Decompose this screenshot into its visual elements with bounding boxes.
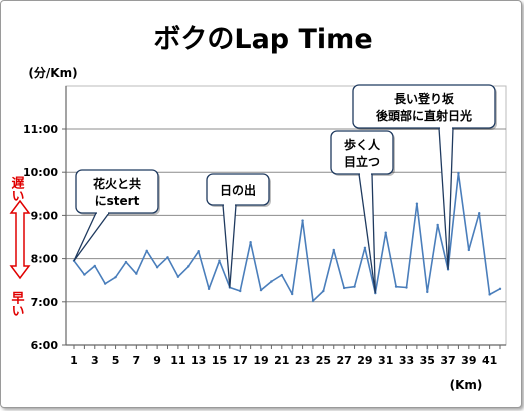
x-tick-label: 17 bbox=[233, 354, 248, 367]
data-point bbox=[93, 264, 96, 268]
data-point bbox=[218, 259, 221, 262]
data-point bbox=[467, 248, 471, 252]
data-point bbox=[83, 273, 86, 276]
data-point bbox=[207, 287, 211, 291]
y-tick-label: 7:00 bbox=[31, 296, 59, 309]
y-tick-label: 9:00 bbox=[31, 209, 59, 222]
x-tick-label: 21 bbox=[274, 354, 289, 367]
data-point bbox=[135, 272, 138, 275]
callout-text: 花火と共 bbox=[93, 176, 141, 191]
data-point bbox=[363, 246, 367, 249]
x-tick-label: 9 bbox=[153, 354, 161, 367]
callout: 日の出 bbox=[206, 173, 271, 288]
lap-time-line bbox=[73, 172, 501, 302]
data-point bbox=[342, 286, 346, 290]
data-point bbox=[239, 289, 242, 293]
data-point bbox=[478, 212, 481, 215]
callout-box bbox=[352, 84, 496, 129]
y-tick-label: 11:00 bbox=[23, 123, 58, 136]
callout-pointer bbox=[73, 212, 111, 262]
data-point bbox=[488, 293, 491, 296]
y-axis-label: (分/Km) bbox=[28, 65, 77, 80]
data-point bbox=[103, 282, 107, 285]
callout-box bbox=[75, 169, 159, 214]
data-point bbox=[197, 250, 200, 253]
data-point bbox=[457, 171, 460, 175]
x-tick-label: 15 bbox=[212, 354, 227, 367]
data-point bbox=[280, 273, 284, 277]
callout-pointer bbox=[358, 173, 376, 294]
callout-text: にstert bbox=[95, 194, 140, 208]
data-point bbox=[114, 275, 117, 279]
data-point bbox=[436, 223, 439, 227]
data-point bbox=[384, 231, 387, 234]
data-point bbox=[498, 287, 502, 291]
callout-text: 歩く人 bbox=[344, 137, 381, 152]
x-tick-label: 7 bbox=[133, 354, 141, 367]
x-tick-label: 35 bbox=[420, 354, 435, 367]
up-down-arrow bbox=[9, 199, 31, 280]
x-tick-label: 23 bbox=[295, 354, 310, 367]
data-point bbox=[259, 288, 263, 292]
y-tick-label: 8:00 bbox=[31, 253, 59, 266]
y-tick-label: 10:00 bbox=[23, 166, 58, 179]
x-axis-label: (Km) bbox=[450, 378, 483, 392]
data-point bbox=[405, 286, 408, 289]
x-tick-label: 33 bbox=[399, 354, 414, 367]
x-tick-label: 27 bbox=[336, 354, 351, 367]
data-point bbox=[176, 275, 180, 278]
callout-text: 目立つ bbox=[344, 154, 380, 169]
x-tick-label: 13 bbox=[191, 354, 206, 367]
x-tick-label: 29 bbox=[357, 354, 372, 367]
data-point bbox=[124, 260, 128, 264]
data-point bbox=[311, 299, 315, 303]
x-tick-label: 1 bbox=[70, 354, 78, 367]
callout-text: 長い登り坂 bbox=[394, 91, 455, 106]
x-tick-label: 19 bbox=[253, 354, 268, 367]
data-point bbox=[249, 240, 252, 244]
data-point bbox=[353, 285, 356, 288]
x-tick-label: 3 bbox=[91, 354, 99, 367]
y-tick-label: 6:00 bbox=[31, 339, 59, 352]
x-tick-label: 39 bbox=[461, 354, 476, 367]
data-point bbox=[332, 248, 335, 252]
x-tick-label: 25 bbox=[316, 354, 331, 367]
fast-label: 早い bbox=[9, 291, 25, 317]
chart-title: ボクのLap Time bbox=[153, 24, 372, 55]
callout-box bbox=[206, 173, 270, 206]
data-point bbox=[155, 266, 159, 269]
data-point bbox=[301, 219, 304, 222]
x-tick-label: 31 bbox=[378, 354, 393, 367]
data-point bbox=[166, 256, 169, 259]
data-point bbox=[290, 292, 294, 296]
data-point bbox=[270, 280, 273, 283]
callout-text: 後頭部に直射日光 bbox=[376, 108, 472, 123]
x-tick-label: 11 bbox=[170, 354, 185, 367]
data-point bbox=[145, 249, 148, 253]
data-point bbox=[394, 285, 398, 288]
callout-text: 日の出 bbox=[220, 183, 256, 198]
data-point bbox=[415, 202, 419, 205]
x-tick-label: 5 bbox=[112, 354, 120, 367]
data-point bbox=[322, 289, 325, 293]
x-tick-label: 41 bbox=[482, 354, 497, 367]
data-point bbox=[187, 265, 190, 268]
data-point bbox=[426, 290, 429, 294]
x-tick-label: 37 bbox=[440, 354, 455, 367]
slow-label: 遅い bbox=[9, 176, 25, 202]
